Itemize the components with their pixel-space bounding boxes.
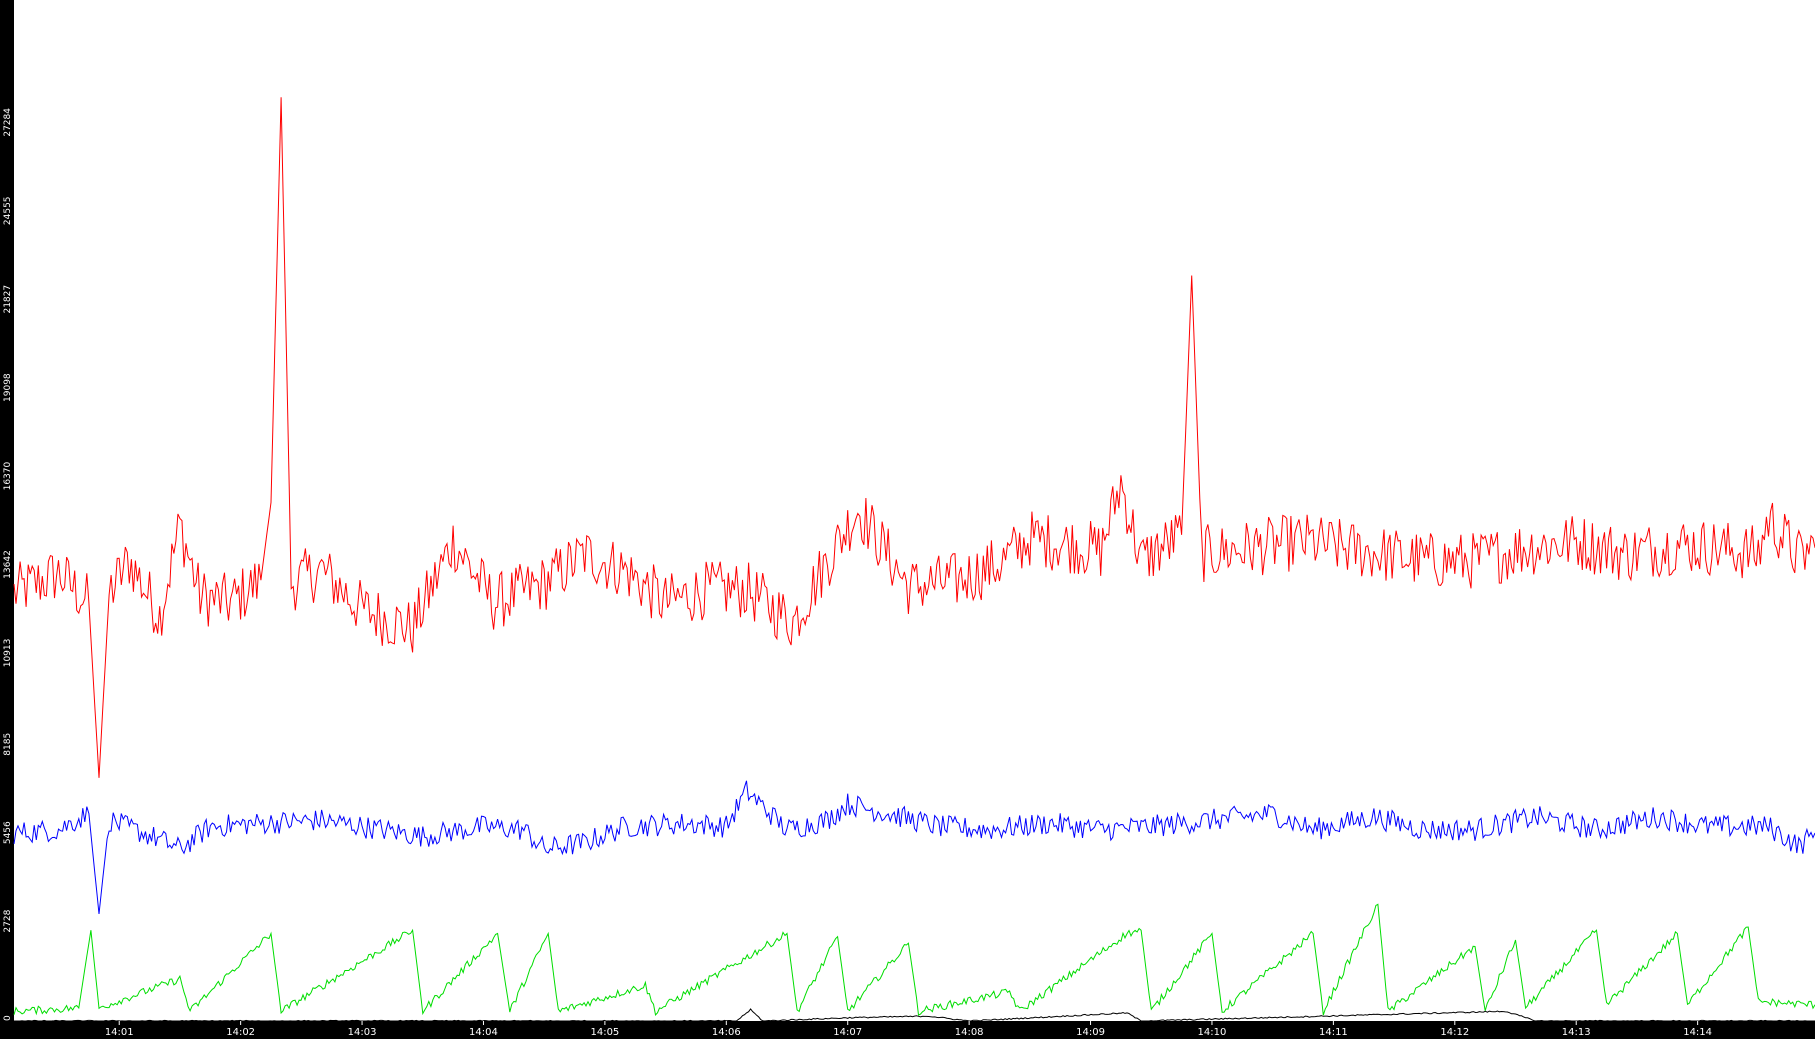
series-line-1	[13, 97, 1815, 778]
x-tick-label: 14:08	[955, 1027, 984, 1038]
x-tick-label: 14:02	[226, 1027, 255, 1038]
series-line-4	[14, 1008, 1815, 1022]
series-line-3	[13, 903, 1815, 1016]
x-tick-label: 14:09	[1076, 1027, 1105, 1038]
y-tick-label: 8185	[3, 733, 13, 756]
x-tick-label: 14:10	[1198, 1027, 1227, 1038]
series-line-2	[13, 780, 1815, 915]
x-tick-label: 14:11	[1319, 1027, 1348, 1038]
y-tick-label: 10913	[3, 639, 13, 668]
x-tick-label: 14:13	[1562, 1027, 1591, 1038]
x-axis-ticks: 14:01 14:02 14:03 14:04 14:05 14:06 14:07 14:08…	[105, 1021, 1712, 1038]
x-tick-label: 14:14	[1683, 1027, 1712, 1038]
y-tick-label: 13642	[3, 550, 13, 579]
y-axis-ticks: 0 2728 5456 8185 10913 13642 16370 19098 21827 24…	[3, 108, 13, 1021]
series-layer	[13, 97, 1815, 1022]
y-tick-label: 19098	[3, 373, 13, 402]
y-tick-label: 2728	[3, 909, 13, 932]
x-tick-label: 14:06	[712, 1027, 741, 1038]
x-tick-label: 14:05	[590, 1027, 619, 1038]
y-tick-label: 16370	[3, 461, 13, 490]
x-tick-label: 14:03	[348, 1027, 377, 1038]
y-tick-label: 5456	[3, 821, 13, 844]
x-tick-label: 14:01	[105, 1027, 134, 1038]
x-axis-strip	[0, 1021, 1815, 1039]
x-tick-label: 14:12	[1440, 1027, 1469, 1038]
y-axis-strip	[0, 0, 14, 1039]
x-tick-label: 14:04	[469, 1027, 498, 1038]
x-tick-label: 14:07	[833, 1027, 862, 1038]
y-tick-label: 21827	[3, 285, 13, 314]
y-tick-label: 24555	[3, 196, 13, 225]
y-tick-label: 0	[3, 1015, 13, 1021]
y-tick-label: 27284	[3, 108, 13, 137]
